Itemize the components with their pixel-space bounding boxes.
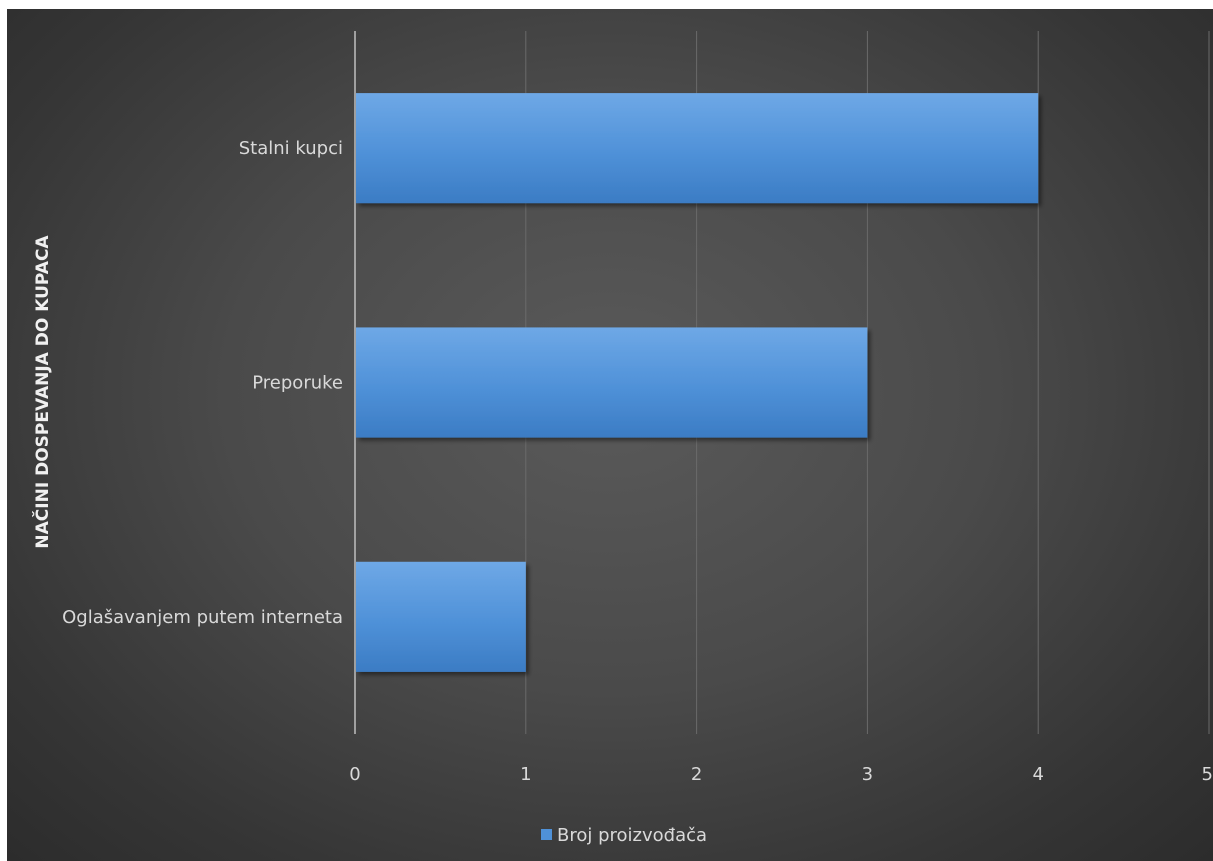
x-tick-label: 2 <box>691 764 702 785</box>
x-tick-label: 4 <box>1032 764 1043 785</box>
legend-swatch <box>541 829 552 840</box>
bar-0 <box>356 93 1039 204</box>
y-axis-title: NAČINI DOSPEVANJA DO KUPACA <box>31 235 53 549</box>
x-tick-label: 0 <box>349 764 360 785</box>
category-label: Preporuke <box>252 373 343 394</box>
bar-chart: 0 1 2 3 4 5 Stalni kupci Preporuke Oglašavanjem … <box>31 31 1213 846</box>
x-tick-label: 3 <box>862 764 873 785</box>
chart-area: 0 1 2 3 4 5 Stalni kupci Preporuke Oglašavanjem … <box>7 9 1213 861</box>
bars <box>356 93 1039 672</box>
bar-1 <box>356 327 868 438</box>
x-tick-label: 5 <box>1202 764 1213 785</box>
legend-label: Broj proizvođača <box>557 825 707 846</box>
category-label: Oglašavanjem putem interneta <box>62 607 343 628</box>
legend: Broj proizvođača <box>541 825 707 846</box>
x-tick-label: 1 <box>520 764 531 785</box>
category-label: Stalni kupci <box>239 138 343 159</box>
labels: 0 1 2 3 4 5 Stalni kupci Preporuke Oglašavanjem … <box>62 138 1213 785</box>
bar-2 <box>356 561 526 672</box>
